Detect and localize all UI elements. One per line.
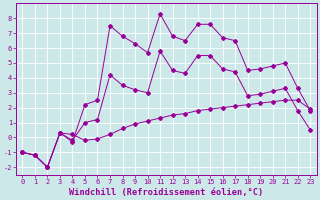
X-axis label: Windchill (Refroidissement éolien,°C): Windchill (Refroidissement éolien,°C) bbox=[69, 188, 263, 197]
